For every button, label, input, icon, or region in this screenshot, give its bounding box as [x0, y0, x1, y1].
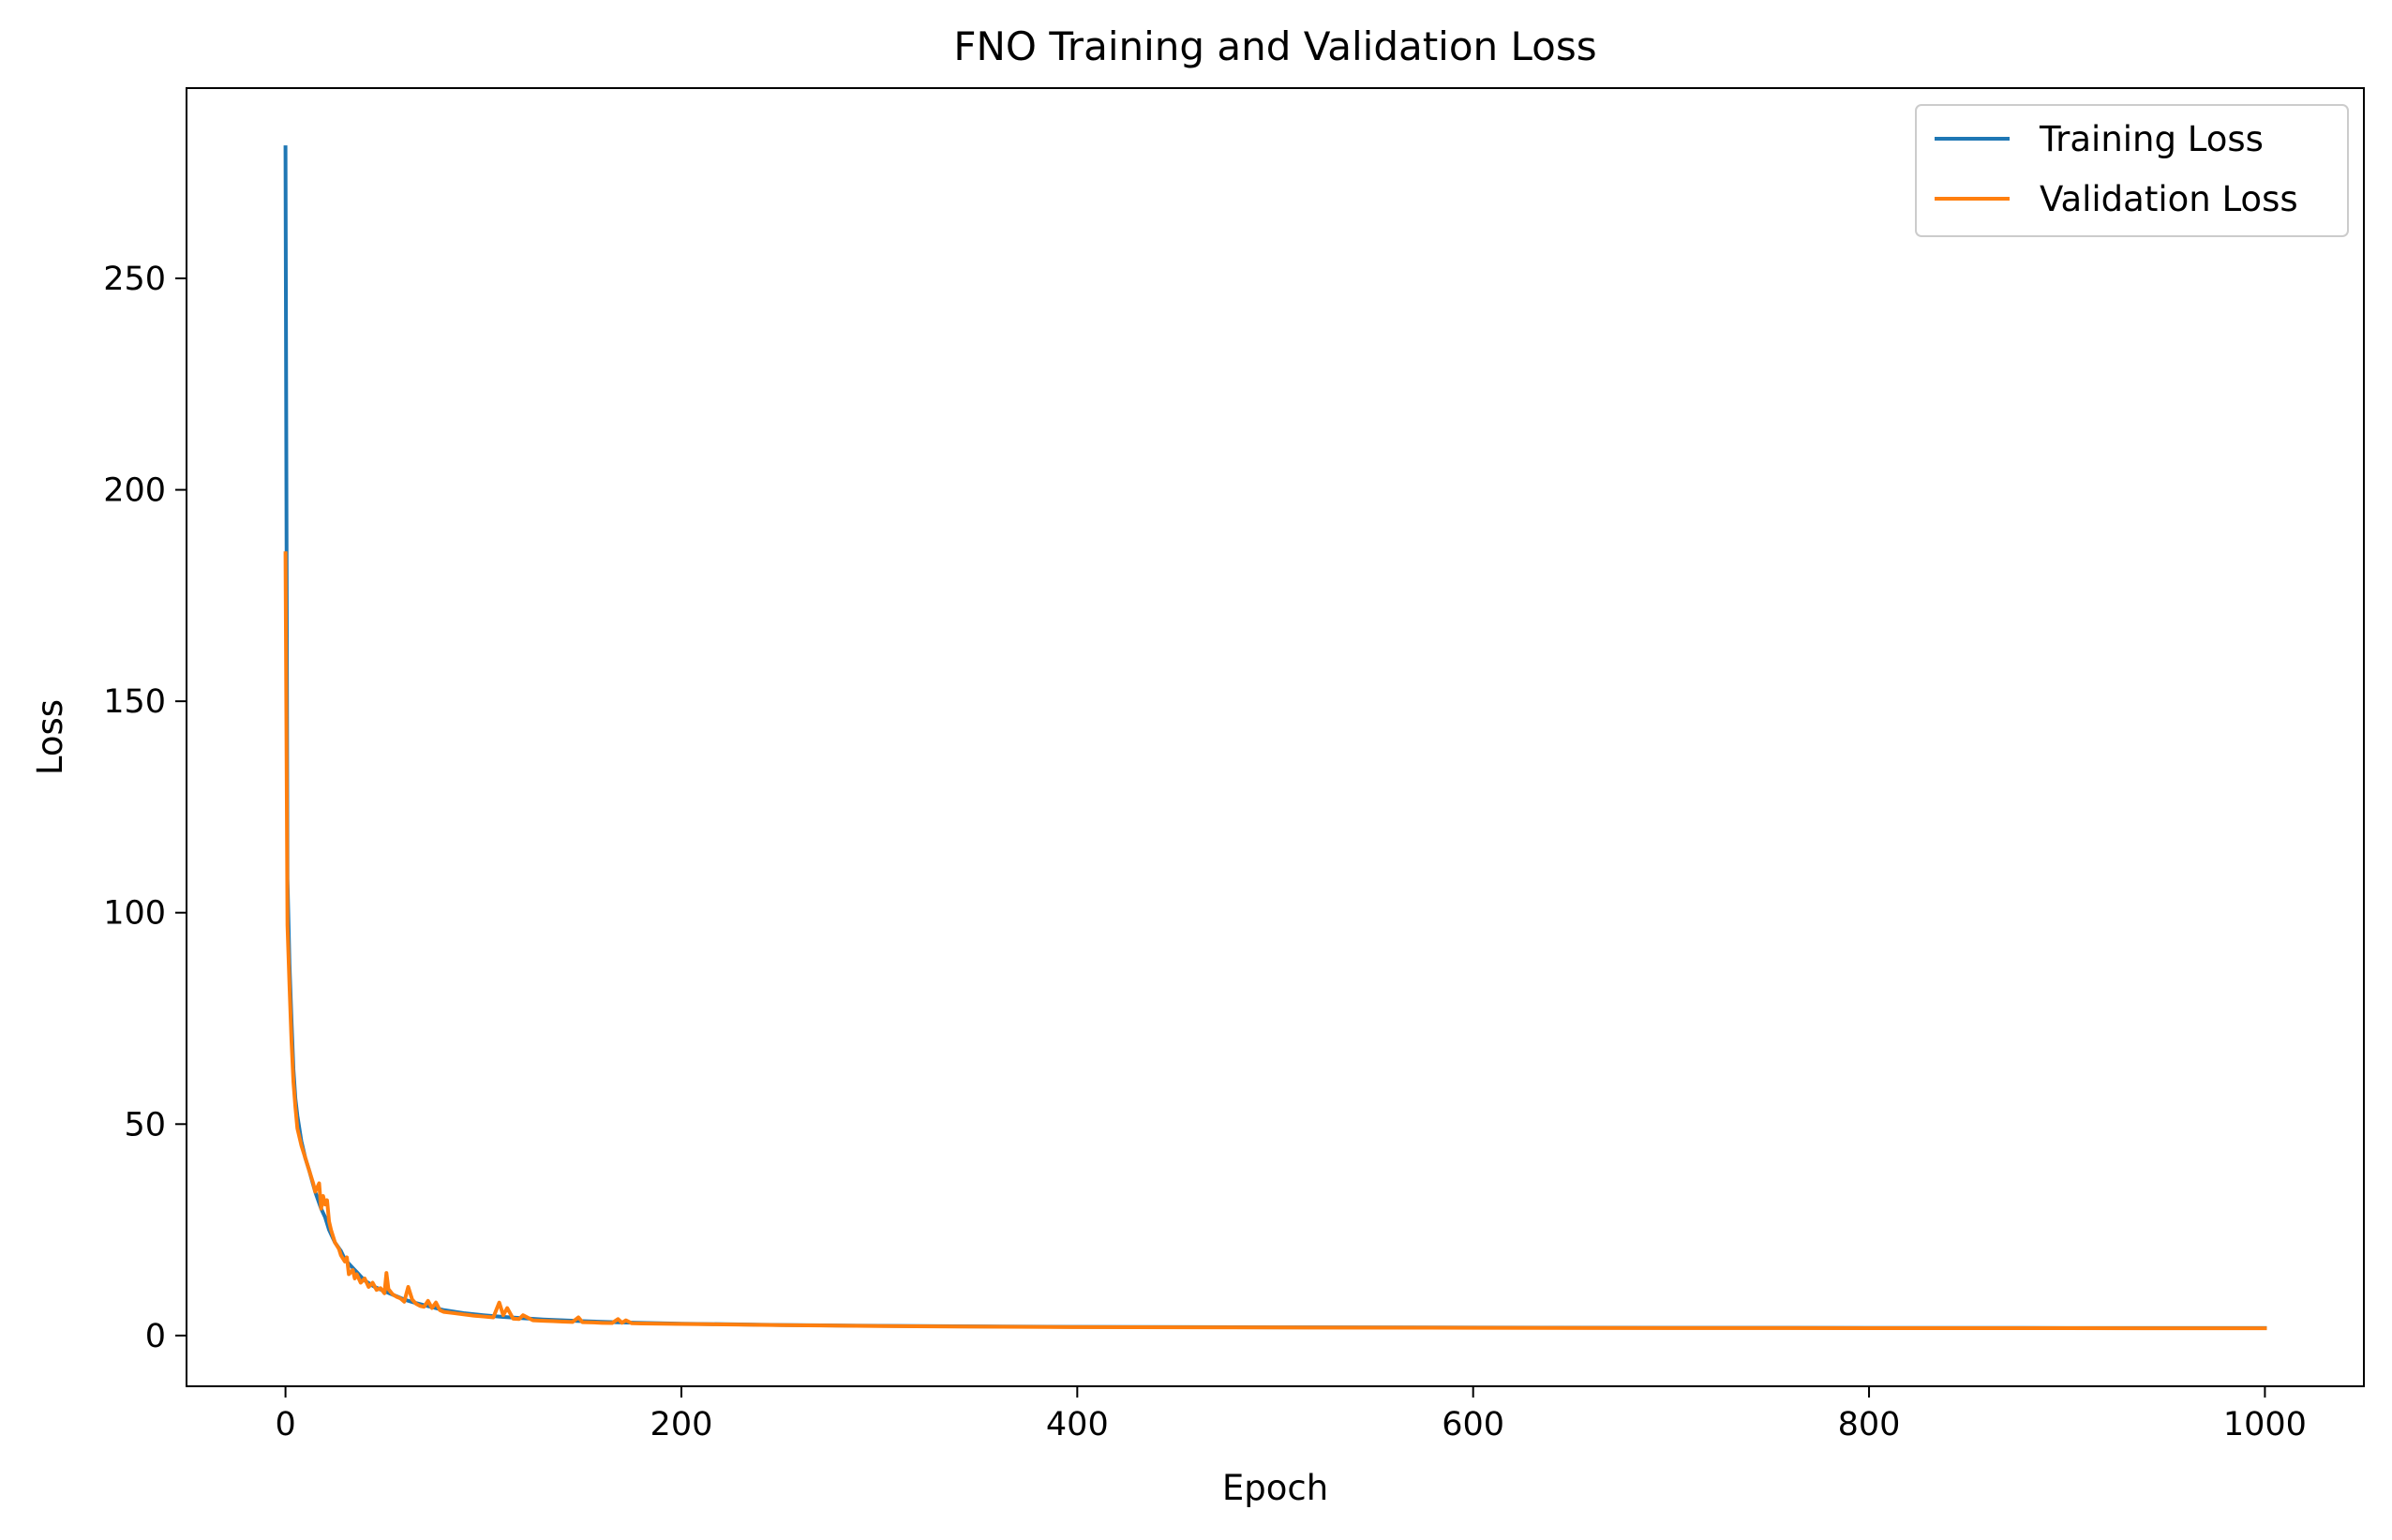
- series-line-training-loss: [283, 145, 2267, 1330]
- x-axis-label: Epoch: [1222, 1468, 1328, 1508]
- x-tick-label: 400: [1046, 1406, 1109, 1443]
- legend-box: [1915, 104, 2349, 237]
- y-tick-label: 100: [103, 895, 166, 933]
- y-tick-label: 250: [103, 261, 166, 298]
- y-tick-label: 0: [145, 1318, 166, 1355]
- y-tick-label: 150: [103, 683, 166, 721]
- x-tick-label: 0: [275, 1406, 295, 1443]
- y-axis-label: Loss: [30, 699, 70, 775]
- x-tick-label: 600: [1442, 1406, 1504, 1443]
- x-axis-ticks: 0 200 400 600 800 1000: [275, 1386, 2307, 1443]
- plot-frame: [186, 87, 2365, 1387]
- y-tick-label: 200: [103, 472, 166, 510]
- x-tick-label: 200: [650, 1406, 713, 1443]
- x-tick-label: 1000: [2223, 1406, 2307, 1443]
- y-axis-ticks: 0 50 100 150 200 250: [103, 261, 187, 1355]
- legend-label: Training Loss: [2039, 119, 2264, 159]
- series-line-validation-loss: [283, 551, 2267, 1331]
- x-tick-label: 800: [1838, 1406, 1901, 1443]
- y-tick-label: 50: [124, 1106, 166, 1144]
- plot-lines: [283, 145, 2267, 1331]
- chart-title: FNO Training and Validation Loss: [953, 23, 1596, 69]
- legend-label: Validation Loss: [2040, 179, 2298, 219]
- legend: Training Loss Validation Loss: [1915, 104, 2349, 237]
